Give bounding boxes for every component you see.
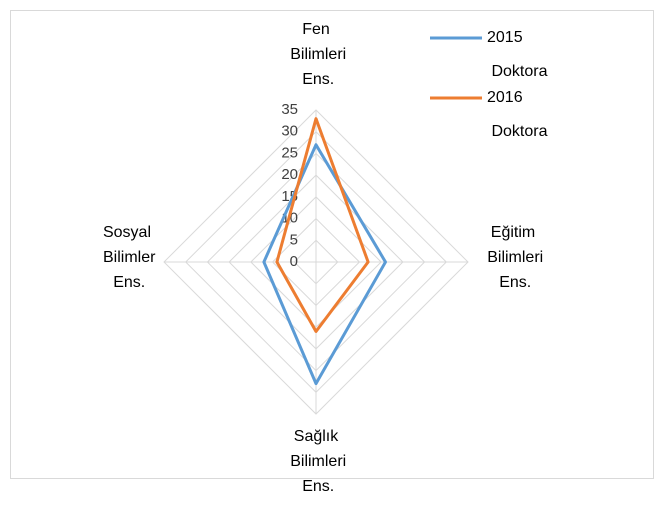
- y-tick-label: 20: [281, 166, 298, 183]
- series-line: [262, 143, 387, 386]
- text-line: 2015: [487, 29, 523, 46]
- chart-frame: [10, 10, 654, 479]
- text-line: Ens.: [298, 478, 334, 495]
- text-line: Bilimleri: [483, 249, 543, 266]
- text-line: Ens.: [298, 71, 334, 88]
- legend-label: 2015 Doktora: [487, 29, 548, 80]
- text-line: Doktora: [487, 123, 548, 140]
- text-line: Sosyal: [103, 224, 151, 241]
- y-tick-label: 35: [281, 101, 298, 118]
- y-tick-label: 5: [290, 231, 298, 248]
- series-line: [275, 117, 370, 333]
- y-tick-label: 0: [290, 253, 298, 270]
- text-line: Bilimleri: [286, 453, 346, 470]
- text-line: Eğitim: [491, 224, 535, 241]
- category-label: Eğitim Bilimleri Ens.: [483, 224, 543, 291]
- legend-label: 2016 Doktora: [487, 89, 548, 140]
- y-tick-label: 30: [281, 123, 298, 140]
- text-line: Ens.: [109, 274, 145, 291]
- text-line: Bilimleri: [286, 46, 346, 63]
- category-label: Sağlık Bilimleri Ens.: [286, 428, 346, 495]
- text-line: Fen: [302, 21, 330, 38]
- text-line: Ens.: [495, 274, 531, 291]
- text-line: Sağlık: [294, 428, 339, 445]
- text-line: Doktora: [487, 63, 548, 80]
- category-label: Sosyal Bilimler Ens.: [99, 224, 157, 291]
- y-tick-label: 25: [281, 144, 298, 161]
- text-line: 2016: [487, 89, 523, 106]
- category-label: Fen Bilimleri Ens.: [286, 21, 346, 88]
- text-line: Bilimler: [99, 249, 157, 266]
